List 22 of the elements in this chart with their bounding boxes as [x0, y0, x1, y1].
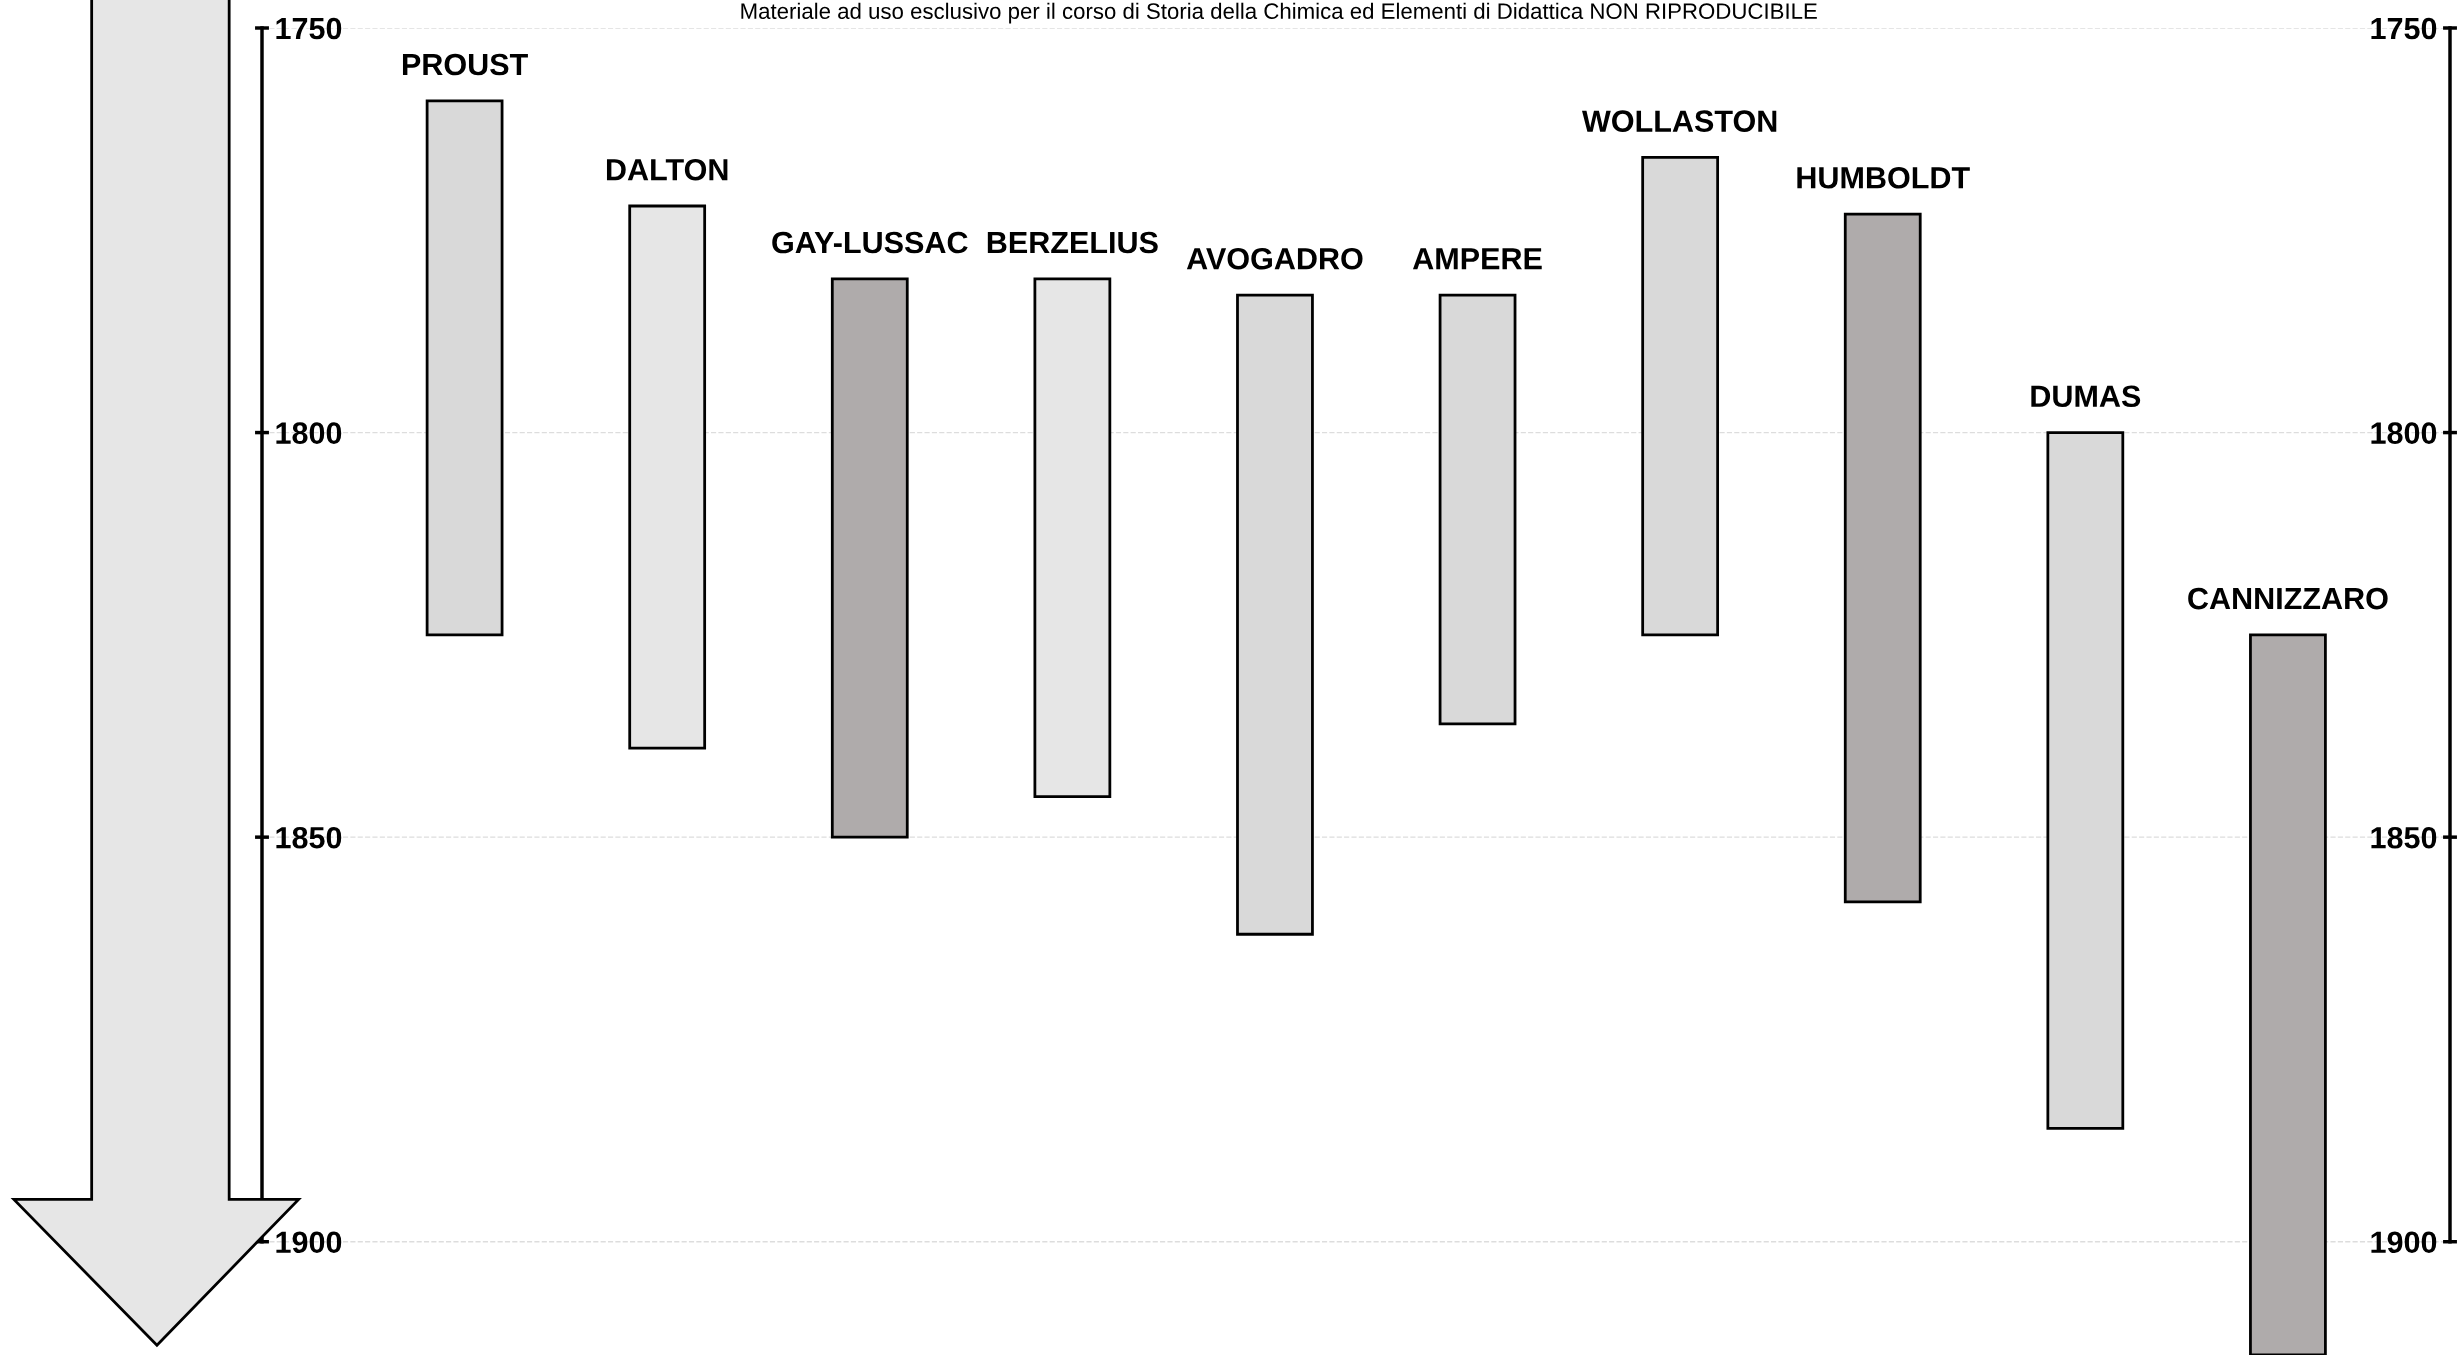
y-tick-label: 1850: [276, 826, 342, 849]
bar: [2249, 633, 2327, 1355]
x-tick-label: AMPERE: [1412, 248, 1542, 270]
x-tick-label: HUMBOLDT: [1797, 166, 1970, 189]
x-tick-label: DUMAS: [2031, 385, 2141, 408]
x-tick-label: WOLLASTON: [1582, 110, 1777, 132]
x-tick-label: AVOGADRO: [1186, 247, 1363, 270]
x-tick-label: CANNIZZARO: [2188, 587, 2388, 610]
x-tick-label: GAY-LUSSAC: [772, 231, 968, 254]
x-tick-label: BERZELIUS: [987, 231, 1158, 254]
bar: [1843, 212, 1922, 904]
y2-tick-label: 1800: [2371, 422, 2437, 444]
bar: [830, 277, 909, 839]
x-tick-label: DALTON: [606, 158, 728, 181]
y-tick-label: 1800: [276, 422, 342, 444]
y2-tick-label: 1750: [2371, 17, 2437, 40]
y-tick-label: 1750: [276, 17, 342, 40]
y-tick-label: 1900: [276, 1231, 342, 1254]
y2-tick-label: 1900: [2371, 1231, 2437, 1254]
text: Materiale ad uso esclusivo per il corso di Storia della Chimica ed Elementi di Didattica NON RIPRODUCIBILE: [741, 2, 1817, 24]
x-tick-label: PROUST: [402, 53, 528, 76]
y2-tick-label: 1850: [2371, 826, 2437, 849]
